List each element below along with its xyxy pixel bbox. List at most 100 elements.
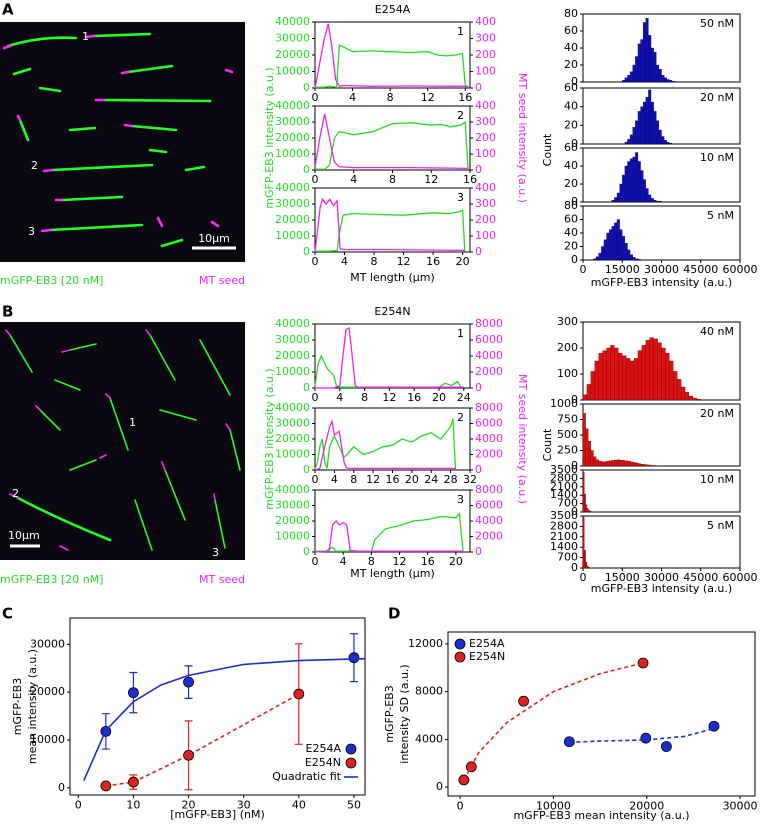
y-tick-label: 20 <box>564 118 578 131</box>
x-tick-label: 28 <box>444 473 458 486</box>
y-tick-label: 3500 <box>550 509 578 522</box>
histogram-bar <box>648 464 652 467</box>
histogram-bar <box>627 139 631 145</box>
histogram-bar <box>609 229 612 261</box>
histogram-bar <box>627 75 631 83</box>
marker <box>518 695 529 707</box>
histogram-bar <box>671 81 675 83</box>
y-tick-label: 60 <box>564 141 578 154</box>
panel-letter: C <box>2 605 13 623</box>
x-tick-label: 15000 <box>605 263 640 276</box>
x-tick-label: 0 <box>457 800 464 813</box>
y-tick-label: 60 <box>564 213 578 226</box>
histogram-bar <box>624 141 628 145</box>
histogram-bar <box>637 259 641 261</box>
histogram-bar <box>586 508 589 513</box>
histogram-bar <box>627 161 631 203</box>
histogram-bar <box>665 353 670 401</box>
y2-tick-label: 4000 <box>475 514 503 527</box>
line-series <box>314 113 469 170</box>
y2-tick-label: 0 <box>475 381 482 394</box>
x-tick-label: 12 <box>393 555 407 568</box>
y-tick-label: 30000 <box>275 417 310 430</box>
histogram-bar <box>589 510 592 513</box>
panel-letter: B <box>2 303 13 321</box>
y-tick-label: 200 <box>557 341 578 354</box>
histogram-bar <box>696 399 701 401</box>
histogram-bar <box>584 550 586 569</box>
panel-letter: A <box>2 1 14 19</box>
y-tick-label: 30000 <box>275 197 310 210</box>
histogram-bar <box>588 566 590 569</box>
y-tick-label: 10000 <box>275 229 310 242</box>
histogram-bar <box>582 413 586 467</box>
x-axis-label: [mGFP-EB3] (nM) <box>170 808 265 821</box>
line-series <box>314 418 457 470</box>
x-tick-label: 20000 <box>629 800 664 813</box>
histogram-bar <box>680 386 686 401</box>
y-axis-label: intensity SD (a.u.) <box>398 664 411 763</box>
histogram-bar <box>624 77 628 83</box>
x-tick-label: 0 <box>312 173 319 186</box>
marker <box>100 780 112 792</box>
y-tick-label: 2100 <box>550 480 578 493</box>
annotation: 5 nM <box>707 519 734 532</box>
histogram-bar <box>641 345 646 401</box>
y-tick-label: 0 <box>571 459 578 472</box>
y2-tick-label: 300 <box>475 197 496 210</box>
y-tick-label: 0 <box>58 781 65 794</box>
histogram-bar <box>637 350 643 401</box>
x-tick-label: 30 <box>237 799 251 812</box>
histogram-bar <box>606 232 610 261</box>
histogram-bar <box>586 384 591 401</box>
histogram-bar <box>637 463 641 467</box>
y-tick-label: 3500 <box>550 463 578 476</box>
annotation: 2 <box>457 411 464 424</box>
y-tick-label: 12000 <box>408 637 443 650</box>
histogram-bar <box>650 198 654 203</box>
y-axis-label: mGFP-EB3 intensity (a.u.) <box>263 368 276 509</box>
histogram-bar <box>650 47 654 83</box>
line-series <box>315 44 469 88</box>
histogram-bar <box>653 200 657 203</box>
histogram-bar <box>595 256 599 261</box>
x-tick-label: 4 <box>331 473 338 486</box>
x-tick-label: 0 <box>312 391 319 404</box>
legend-entry: E254N <box>469 650 505 663</box>
y-tick-label: 0 <box>571 195 578 208</box>
x-tick-label: 0 <box>580 263 587 276</box>
y-tick-label: 0 <box>571 137 578 150</box>
histogram-bar <box>598 353 603 401</box>
y-tick-label: 20000 <box>275 131 310 144</box>
x-tick-label: 10 <box>126 799 140 812</box>
marker <box>183 749 194 761</box>
scale-bar-label: 10μm <box>198 232 230 245</box>
histogram-bar <box>585 561 588 569</box>
y-tick-label: 30000 <box>275 499 310 512</box>
y-tick-label: 4000 <box>415 732 443 745</box>
histogram-bar <box>601 461 605 467</box>
histogram-bar <box>661 75 665 83</box>
histogram-bar <box>601 246 605 261</box>
histogram-bar <box>610 345 615 401</box>
y2-tick-label: 200 <box>475 131 496 144</box>
annotation: 50 nM <box>700 17 734 30</box>
histogram-bar <box>614 459 618 467</box>
y-tick-label: 40 <box>564 100 578 113</box>
y-tick-label: 20000 <box>275 432 310 445</box>
y2-tick-label: 0 <box>475 245 482 258</box>
y-tick-label: 10000 <box>275 65 310 78</box>
y-tick-label: 40000 <box>275 483 310 496</box>
histogram-bar <box>661 347 666 401</box>
image-caption: MT seed <box>199 573 245 586</box>
x-tick-label: 0 <box>580 571 587 584</box>
histogram-bar <box>658 200 662 203</box>
marker <box>458 774 470 786</box>
y2-tick-label: 200 <box>475 48 496 61</box>
marker <box>293 688 305 700</box>
histogram-bar <box>637 111 641 145</box>
histogram-bar <box>635 258 639 261</box>
histogram-bar <box>653 111 657 145</box>
x-tick-label: 0 <box>312 473 319 486</box>
